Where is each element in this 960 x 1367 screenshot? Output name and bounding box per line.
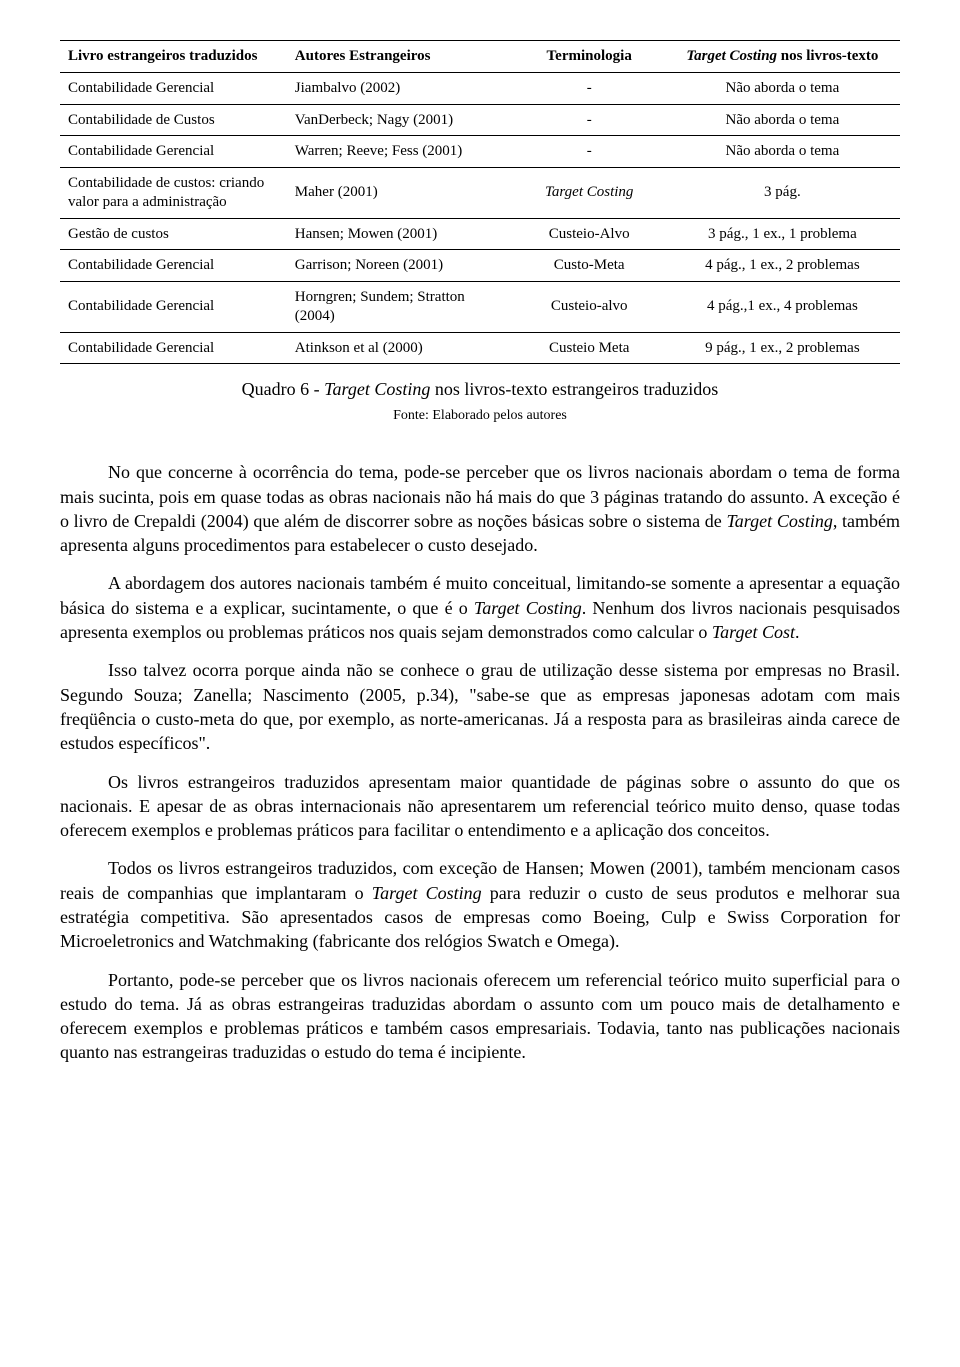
cell-target: Não aborda o tema	[665, 136, 900, 168]
paragraph-3: Isso talvez ocorra porque ainda não se c…	[60, 658, 900, 755]
cell-target: 3 pág.	[665, 168, 900, 219]
paragraph-2: A abordagem dos autores nacionais também…	[60, 571, 900, 644]
cell-book: Contabilidade Gerencial	[60, 136, 287, 168]
cell-author: VanDerbeck; Nagy (2001)	[287, 104, 514, 136]
cell-target: 9 pág., 1 ex., 2 problemas	[665, 332, 900, 364]
table-row: Contabilidade Gerencial Horngren; Sundem…	[60, 282, 900, 333]
cell-book: Contabilidade Gerencial	[60, 332, 287, 364]
cell-term: Custeio-Alvo	[514, 218, 665, 250]
table-row: Contabilidade Gerencial Jiambalvo (2002)…	[60, 72, 900, 104]
table-row: Contabilidade Gerencial Atinkson et al (…	[60, 332, 900, 364]
cell-target: Não aborda o tema	[665, 104, 900, 136]
paragraph-5: Todos os livros estrangeiros traduzidos,…	[60, 856, 900, 953]
table-source: Fonte: Elaborado pelos autores	[60, 407, 900, 425]
cell-term: Custo-Meta	[514, 250, 665, 282]
header-terminology: Terminologia	[514, 41, 665, 73]
cell-target: 4 pág.,1 ex., 4 problemas	[665, 282, 900, 333]
table-row: Contabilidade de custos: criando valor p…	[60, 168, 900, 219]
p1-italic: Target Costing	[726, 511, 832, 531]
p2-text-c: .	[795, 622, 800, 642]
cell-book: Contabilidade Gerencial	[60, 72, 287, 104]
header-target-suffix: nos livros-texto	[777, 48, 878, 64]
cell-term-italic: Target Costing	[545, 184, 634, 200]
cell-author: Warren; Reeve; Fess (2001)	[287, 136, 514, 168]
cell-book: Contabilidade de Custos	[60, 104, 287, 136]
table-header-row: Livro estrangeiros traduzidos Autores Es…	[60, 41, 900, 73]
cell-author: Jiambalvo (2002)	[287, 72, 514, 104]
cell-target: 3 pág., 1 ex., 1 problema	[665, 218, 900, 250]
caption-italic: Target Costing	[324, 379, 430, 399]
cell-book: Contabilidade de custos: criando valor p…	[60, 168, 287, 219]
header-target-italic: Target Costing	[686, 48, 777, 64]
table-caption: Quadro 6 - Target Costing nos livros-tex…	[60, 378, 900, 401]
cell-term: -	[514, 136, 665, 168]
cell-target: Não aborda o tema	[665, 72, 900, 104]
translated-books-table: Livro estrangeiros traduzidos Autores Es…	[60, 40, 900, 364]
paragraph-1: No que concerne à ocorrência do tema, po…	[60, 460, 900, 557]
table-row: Contabilidade de Custos VanDerbeck; Nagy…	[60, 104, 900, 136]
cell-term: -	[514, 104, 665, 136]
header-target: Target Costing nos livros-texto	[665, 41, 900, 73]
paragraph-4: Os livros estrangeiros traduzidos aprese…	[60, 770, 900, 843]
p2-italic-2: Target Cost	[712, 622, 795, 642]
header-author: Autores Estrangeiros	[287, 41, 514, 73]
cell-author: Maher (2001)	[287, 168, 514, 219]
cell-author: Hansen; Mowen (2001)	[287, 218, 514, 250]
table-row: Contabilidade Gerencial Garrison; Noreen…	[60, 250, 900, 282]
cell-term: Custeio-alvo	[514, 282, 665, 333]
cell-term: Custeio Meta	[514, 332, 665, 364]
cell-term: Target Costing	[514, 168, 665, 219]
table-row: Contabilidade Gerencial Warren; Reeve; F…	[60, 136, 900, 168]
paragraph-6: Portanto, pode-se perceber que os livros…	[60, 968, 900, 1065]
cell-book: Gestão de custos	[60, 218, 287, 250]
p2-italic-1: Target Costing	[474, 598, 582, 618]
cell-author: Atinkson et al (2000)	[287, 332, 514, 364]
caption-prefix: Quadro 6 -	[242, 379, 324, 399]
cell-term: -	[514, 72, 665, 104]
table-row: Gestão de custos Hansen; Mowen (2001) Cu…	[60, 218, 900, 250]
header-book: Livro estrangeiros traduzidos	[60, 41, 287, 73]
cell-author: Horngren; Sundem; Stratton (2004)	[287, 282, 514, 333]
cell-book: Contabilidade Gerencial	[60, 282, 287, 333]
cell-book: Contabilidade Gerencial	[60, 250, 287, 282]
cell-target: 4 pág., 1 ex., 2 problemas	[665, 250, 900, 282]
caption-suffix: nos livros-texto estrangeiros traduzidos	[430, 379, 718, 399]
cell-author: Garrison; Noreen (2001)	[287, 250, 514, 282]
p5-italic: Target Costing	[372, 883, 482, 903]
